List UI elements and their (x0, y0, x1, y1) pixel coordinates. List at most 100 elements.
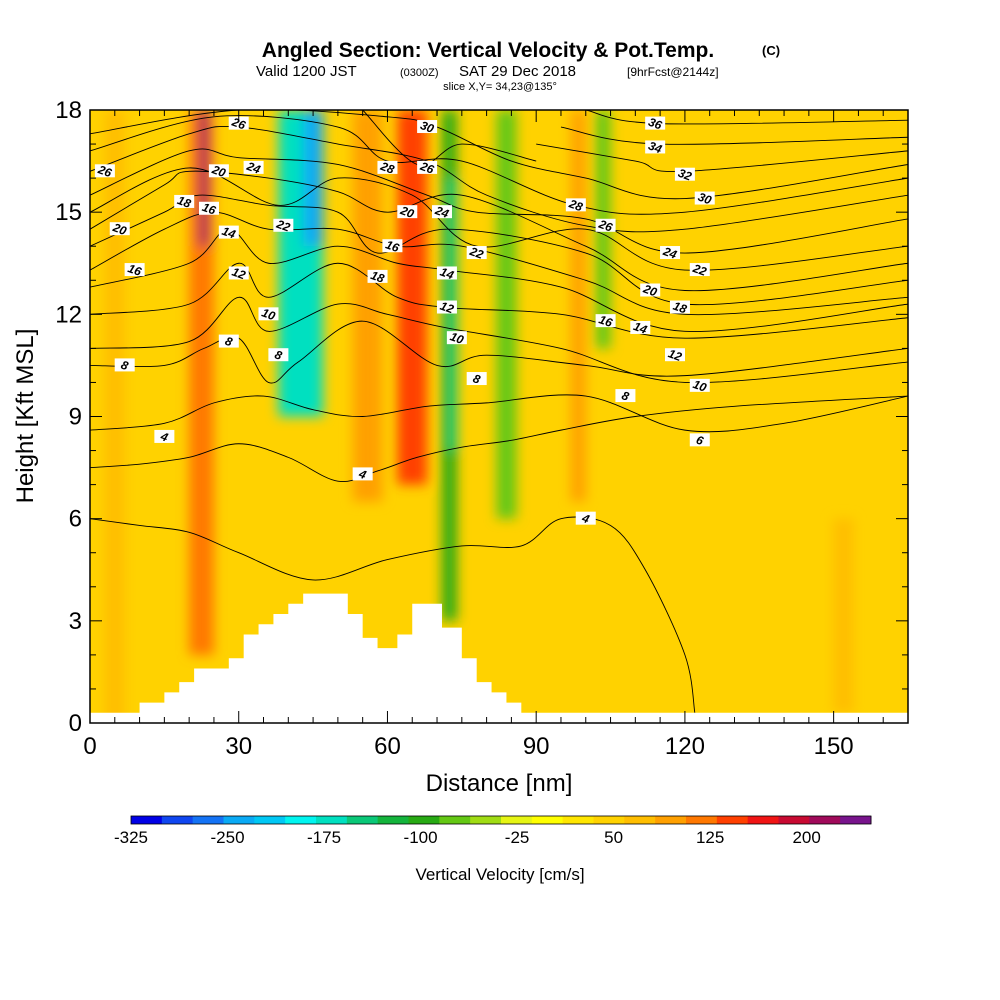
colorbar-swatch (531, 816, 564, 824)
y-tick-label: 6 (69, 506, 82, 533)
isotherm-label-text: 16 (200, 200, 218, 218)
isotherm-label-text: 10 (691, 377, 709, 395)
isotherm-label-text: 10 (260, 305, 278, 323)
isotherm-line (90, 115, 908, 215)
isotherm-label-text: 20 (641, 281, 660, 299)
velocity-band (303, 110, 324, 247)
colorbar-tick-label: -250 (211, 828, 245, 847)
isotherm-line (536, 143, 908, 173)
isotherm-label-text: 22 (690, 261, 709, 279)
isotherm-label-text: 28 (566, 196, 585, 214)
isotherm-label-bg (228, 266, 249, 280)
isotherm-line (90, 296, 908, 384)
isotherm-label-text: 14 (438, 265, 456, 283)
colorbar-swatch (161, 816, 194, 824)
isotherm-label-text: 26 (229, 114, 248, 132)
isotherm-label: 32 (674, 166, 695, 184)
isotherm-label: 24 (431, 203, 452, 221)
isotherm-label-bg (154, 429, 175, 443)
isotherm-label-bg (436, 300, 457, 314)
colorbar-swatch (562, 816, 594, 824)
isotherm-line (90, 394, 908, 433)
x-tick-label: 90 (523, 733, 550, 760)
valid-time-line: Valid 1200 JST (0300Z) SAT 29 Dec 2018 [… (256, 63, 719, 80)
isotherm-label: 20 (397, 203, 418, 221)
isotherm-label-bg (674, 167, 695, 181)
isotherm-label-bg (198, 201, 219, 215)
isotherm-label-bg (352, 467, 373, 481)
y-tick-label: 3 (69, 608, 82, 635)
colorbar-swatch (655, 816, 687, 824)
isotherm-label-bg (565, 198, 586, 212)
isotherm-label: 22 (689, 261, 710, 279)
colorbar-tick-label: -175 (307, 828, 341, 847)
contour-labels: 4446888881010101212121414141616161618181… (94, 114, 715, 526)
x-tick-label: 0 (83, 733, 96, 760)
y-axis-label: Height [Kft MSL] (12, 329, 39, 504)
isotherm-label: 18 (367, 268, 388, 286)
isotherm-label: 10 (258, 305, 279, 323)
colorbar-swatch (840, 816, 872, 824)
isotherm-label: 8 (218, 334, 239, 349)
isotherm-label-text: 16 (597, 312, 615, 330)
isotherm-label-text: 34 (646, 139, 664, 157)
colorbar-swatch (501, 816, 533, 824)
isotherm-label-bg (273, 218, 294, 232)
y-tick-label: 18 (55, 97, 82, 124)
isotherm-line (90, 148, 908, 254)
isotherm-label-text: 30 (696, 190, 714, 208)
isotherm-label-bg (575, 511, 596, 525)
isotherm-label-text: 18 (176, 193, 194, 211)
isotherm-label-text: 22 (467, 244, 486, 262)
isotherm-label-text: 14 (220, 224, 238, 242)
isotherm-label-bg (436, 266, 457, 280)
isotherm-label-bg (446, 331, 467, 345)
isotherm-label-bg (218, 334, 239, 348)
isotherm-label: 26 (595, 217, 616, 235)
isotherm-label-bg (124, 263, 145, 277)
isotherm-label: 34 (645, 139, 666, 157)
isotherm-label: 22 (466, 244, 487, 262)
isotherm-label-bg (630, 320, 651, 334)
isotherm-label: 16 (198, 200, 219, 218)
colorbar-swatch (809, 816, 841, 824)
isotherm-label-bg (417, 160, 438, 174)
isotherm-label: 20 (208, 162, 229, 180)
isotherm-label: 24 (660, 244, 681, 262)
slice-info: slice X,Y= 34,23@135° (443, 81, 557, 93)
isotherm-label-text: 18 (671, 299, 689, 317)
isotherm-label: 12 (664, 346, 685, 364)
isotherm-label-text: 14 (632, 319, 650, 337)
isotherm-label-bg (431, 205, 452, 219)
isotherm-label-text: 6 (694, 433, 705, 449)
isotherm-label-text: 20 (110, 220, 129, 238)
isotherm-label-bg (689, 433, 710, 447)
isotherm-label-text: 8 (273, 347, 284, 363)
chart-title: Angled Section: Vertical Velocity & Pot.… (262, 39, 714, 62)
isotherm-label: 16 (382, 237, 403, 255)
isotherm-label: 26 (228, 114, 249, 133)
isotherm-label: 18 (669, 299, 690, 317)
colorbar-label: Vertical Velocity [cm/s] (415, 865, 584, 884)
isotherm-label: 26 (94, 162, 115, 180)
isotherm-label-text: 30 (418, 118, 436, 136)
isotherm-line (362, 110, 537, 166)
isotherm-label-bg (208, 164, 229, 178)
colorbar-tick-label: -325 (114, 828, 148, 847)
isotherm-label-bg (397, 205, 418, 219)
isotherm-label-bg (689, 378, 710, 392)
isotherm-label-bg (466, 246, 487, 260)
isotherm-label-bg (174, 194, 195, 208)
colorbar-tick-label: -100 (404, 828, 438, 847)
isotherm-label-bg (615, 389, 636, 403)
isotherm-label-text: 18 (369, 268, 387, 286)
isotherm-label-bg (243, 160, 264, 174)
isotherm-label-bg (114, 358, 135, 372)
colorbar-swatch (470, 816, 502, 824)
isotherm-label-text: 20 (209, 162, 228, 180)
x-tick-label: 30 (225, 733, 252, 760)
isotherm-label-text: 16 (384, 237, 402, 255)
isotherm-label-bg (109, 222, 130, 236)
y-tick-label: 15 (55, 199, 82, 226)
